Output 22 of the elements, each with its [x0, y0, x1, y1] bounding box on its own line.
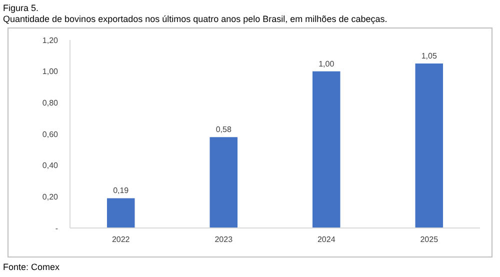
y-tick-label: 1,20 — [42, 36, 59, 45]
data-label: 1,00 — [318, 59, 335, 68]
x-tick-label: 2022 — [112, 235, 130, 244]
source-note: Fonte: Comex — [3, 262, 60, 272]
x-tick-label: 2024 — [317, 235, 336, 244]
x-tick-label: 2023 — [214, 235, 234, 244]
y-tick-label: 0,20 — [42, 192, 59, 202]
data-label: 0,58 — [216, 125, 232, 134]
y-tick-label: 0,80 — [42, 98, 59, 108]
bar — [210, 137, 238, 228]
y-tick-label: 0,40 — [42, 161, 59, 170]
y-tick-label: - — [55, 224, 58, 233]
chart-title: Figura 5. — [3, 3, 39, 13]
data-label: 1,05 — [421, 52, 438, 60]
bar — [312, 71, 340, 228]
y-tick-label: 1,00 — [42, 67, 59, 76]
x-tick-label: 2025 — [420, 235, 439, 244]
y-tick-label: 0,60 — [42, 130, 59, 139]
chart-subtitle: Quantidade de bovinos exportados nos últimos quatro anos pelo Brasil, em milhões de cabeças. — [3, 14, 388, 24]
bar — [106, 198, 135, 228]
bar — [415, 64, 444, 228]
data-label: 0,19 — [113, 186, 130, 196]
